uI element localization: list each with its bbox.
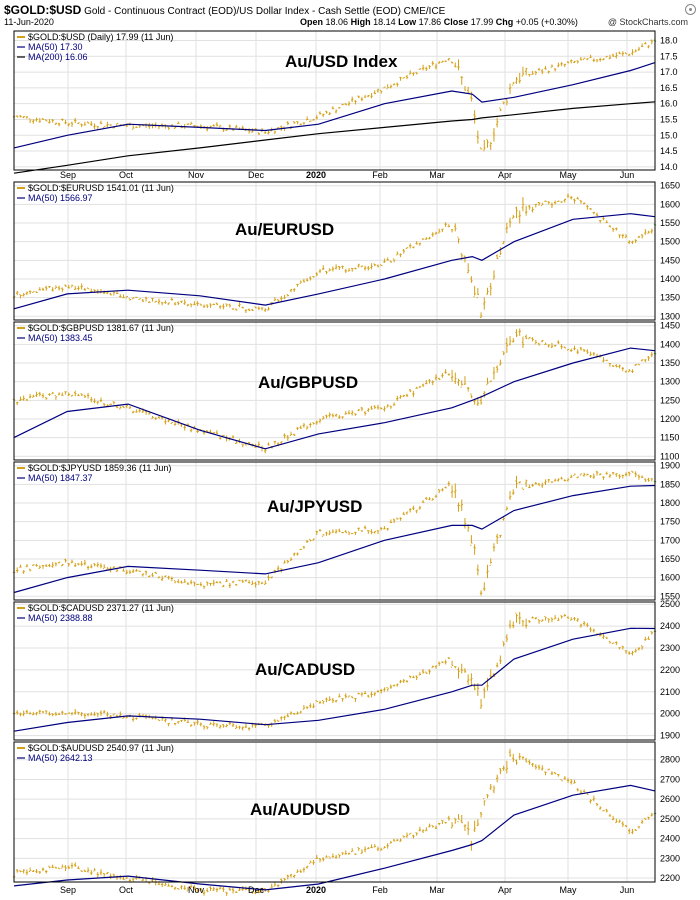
y-tick-label: 17.0 bbox=[660, 67, 678, 77]
y-tick-label: 1400 bbox=[660, 274, 680, 284]
x-tick-label: Sep bbox=[60, 170, 76, 180]
y-tick-label: 1300 bbox=[660, 377, 680, 387]
panel-title: Au/EURUSD bbox=[235, 220, 334, 239]
chart-panel-4: 15501600165017001750180018501900$GOLD:$J… bbox=[13, 461, 680, 602]
y-tick-label: 1200 bbox=[660, 414, 680, 424]
y-tick-label: 2200 bbox=[660, 665, 680, 675]
y-tick-label: 1700 bbox=[660, 535, 680, 545]
legend-entry: MA(50) 2642.13 bbox=[28, 753, 93, 763]
legend-entry: MA(50) 17.30 bbox=[28, 42, 83, 52]
x-tick-label: Dec bbox=[248, 885, 265, 895]
y-tick-label: 15.5 bbox=[660, 114, 678, 124]
panel-frame bbox=[14, 462, 655, 600]
y-tick-label: 1750 bbox=[660, 517, 680, 527]
y-tick-label: 16.5 bbox=[660, 83, 678, 93]
x-tick-label: Oct bbox=[119, 170, 134, 180]
panel-title: Au/JPYUSD bbox=[267, 497, 362, 516]
price-bars bbox=[13, 749, 656, 896]
x-tick-label: Nov bbox=[188, 885, 205, 895]
y-tick-label: 2800 bbox=[660, 755, 680, 765]
x-tick-label: May bbox=[559, 170, 577, 180]
y-tick-label: 2400 bbox=[660, 621, 680, 631]
y-tick-label: 2100 bbox=[660, 687, 680, 697]
panel-title: Au/USD Index bbox=[285, 52, 398, 71]
chart-panel-2: 1300 1350 1400 1450 1500 1550 1600 1650 $GOLD:$E… bbox=[13, 181, 680, 322]
y-tick-label: 1650 bbox=[660, 554, 680, 564]
panel-title: Au/GBPUSD bbox=[258, 373, 358, 392]
x-tick-label: Mar bbox=[429, 170, 445, 180]
y-tick-label: 1250 bbox=[660, 395, 680, 405]
y-tick-label: 1850 bbox=[660, 479, 680, 489]
x-tick-label: 2020 bbox=[306, 885, 326, 895]
legend-entry: MA(50) 2388.88 bbox=[28, 613, 93, 623]
legend-entry: MA(50) 1847.37 bbox=[28, 473, 93, 483]
x-tick-label: Sep bbox=[60, 885, 76, 895]
y-tick-label: 1800 bbox=[660, 498, 680, 508]
legend-entry: $GOLD:$CADUSD 2371.27 (11 Jun) bbox=[28, 603, 174, 613]
legend-entry: $GOLD:$USD (Daily) 17.99 (11 Jun) bbox=[28, 32, 173, 42]
y-tick-label: 2300 bbox=[660, 853, 680, 863]
x-tick-label: Mar bbox=[429, 885, 445, 895]
y-tick-label: 1900 bbox=[660, 461, 680, 471]
y-tick-label: 14.5 bbox=[660, 146, 678, 156]
x-tick-label: Apr bbox=[498, 170, 512, 180]
y-tick-label: 2500 bbox=[660, 814, 680, 824]
legend-entry: $GOLD:$AUDUSD 2540.97 (11 Jun) bbox=[28, 743, 174, 753]
legend-entry: $GOLD:$EURUSD 1541.01 (11 Jun) bbox=[28, 183, 174, 193]
panel-title: Au/AUDUSD bbox=[250, 800, 350, 819]
chart-panel-6: 2200 2300 2400 2500 2600 2700 2800 $GOLD:$AUDUS… bbox=[13, 742, 680, 896]
panel-frame bbox=[14, 182, 655, 320]
y-tick-label: 18.0 bbox=[660, 35, 678, 45]
x-tick-label: Feb bbox=[372, 170, 388, 180]
legend-entry: MA(50) 1383.45 bbox=[28, 333, 93, 343]
legend-entry: MA(200) 16.06 bbox=[28, 52, 88, 62]
y-tick-label: 1550 bbox=[660, 218, 680, 228]
y-tick-label: 2500 bbox=[660, 599, 680, 609]
chart-panel-1: 14.0 14.5 15.0 15.5 16.0 16.5 17.0 17.5 18.0 $GOL… bbox=[13, 31, 678, 173]
y-tick-label: 1600 bbox=[660, 573, 680, 583]
price-bars bbox=[13, 471, 656, 596]
y-tick-label: 1400 bbox=[660, 339, 680, 349]
y-tick-label: 1900 bbox=[660, 731, 680, 741]
chart-panel-3: 1100 1150 1200 1250 1300 1350 1400 1450 $GOLD:$G… bbox=[13, 321, 680, 462]
y-tick-label: 14.0 bbox=[660, 162, 678, 172]
x-tick-label: Nov bbox=[188, 170, 205, 180]
x-tick-label: Apr bbox=[498, 885, 512, 895]
y-tick-label: 1450 bbox=[660, 255, 680, 265]
y-tick-label: 1600 bbox=[660, 199, 680, 209]
y-tick-label: 1350 bbox=[660, 293, 680, 303]
x-tick-label: 2020 bbox=[306, 170, 326, 180]
y-tick-label: 17.5 bbox=[660, 51, 678, 61]
gridlines bbox=[14, 462, 655, 600]
y-tick-label: 2000 bbox=[660, 709, 680, 719]
y-tick-label: 1150 bbox=[660, 433, 679, 443]
x-tick-label: May bbox=[559, 885, 577, 895]
gridlines bbox=[14, 182, 655, 320]
chart-panel-5: 1900 2000 2100 2200 2300 2400 2500 $GOLD:$CADUS… bbox=[13, 599, 680, 740]
legend-entry: $GOLD:$GBPUSD 1381.67 (11 Jun) bbox=[28, 323, 174, 333]
y-tick-label: 2400 bbox=[660, 834, 680, 844]
y-tick-label: 1500 bbox=[660, 237, 680, 247]
y-tick-label: 15.0 bbox=[660, 130, 678, 140]
y-tick-label: 2700 bbox=[660, 774, 680, 784]
x-tick-label: Feb bbox=[372, 885, 388, 895]
y-tick-label: 1450 bbox=[660, 321, 680, 331]
x-tick-label: Jun bbox=[620, 885, 635, 895]
x-tick-label: Jun bbox=[620, 170, 635, 180]
y-tick-label: 2200 bbox=[660, 873, 680, 883]
legend-entry: MA(50) 1566.97 bbox=[28, 193, 93, 203]
panel-title: Au/CADUSD bbox=[255, 660, 355, 679]
y-tick-label: 1650 bbox=[660, 181, 680, 191]
ma-line-ma200 bbox=[14, 102, 655, 173]
legend-entry: $GOLD:$JPYUSD 1859.36 (11 Jun) bbox=[28, 463, 171, 473]
y-tick-label: 16.0 bbox=[660, 99, 678, 109]
y-tick-label: 2300 bbox=[660, 643, 680, 653]
price-bars bbox=[13, 193, 656, 317]
y-tick-label: 1350 bbox=[660, 358, 680, 368]
x-tick-label: Dec bbox=[248, 170, 265, 180]
y-tick-label: 2600 bbox=[660, 794, 680, 804]
x-tick-label: Oct bbox=[119, 885, 134, 895]
